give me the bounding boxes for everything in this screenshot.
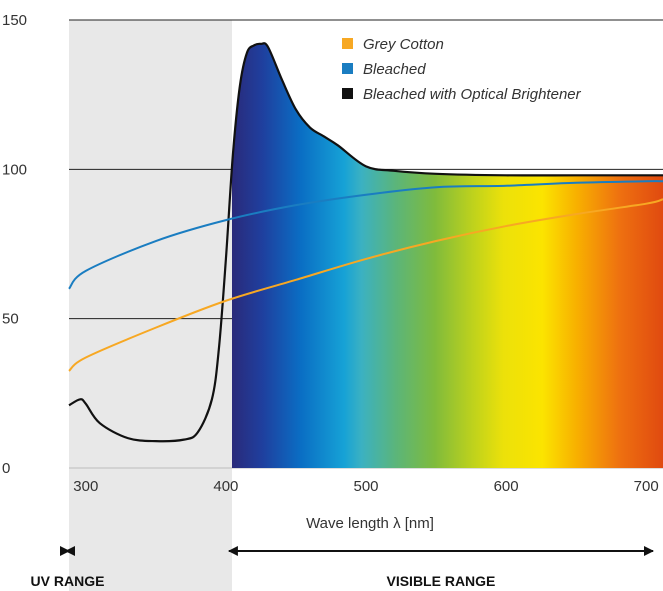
series-lines: [68, 42, 663, 443]
legend-swatch: [342, 88, 353, 99]
y-tick-label: 150: [2, 12, 27, 29]
x-tick-label: 300: [73, 478, 98, 495]
series-line-bleached: [68, 180, 663, 290]
series-line-bleached-with-optical-brightener: [68, 42, 663, 443]
legend-swatch: [342, 38, 353, 49]
range-label: UV RANGE: [31, 573, 105, 589]
y-tick-label: 0: [2, 460, 10, 477]
range-arrows: UV RANGE VISIBLE RANGE: [31, 546, 654, 589]
legend: Grey Cotton Bleached Bleached with Optical…: [342, 36, 582, 103]
x-tick-label: 400: [213, 478, 238, 495]
x-axis-label: Wave length λ [nm]: [306, 515, 434, 532]
x-tick-label: 700: [634, 478, 659, 495]
y-tick-label: 50: [2, 311, 19, 328]
x-tick-label: 600: [494, 478, 519, 495]
legend-label: Grey Cotton: [363, 36, 444, 53]
y-axis-ticks: 0 50 100 150: [2, 12, 27, 477]
x-tick-label: 500: [353, 478, 378, 495]
legend-label: Bleached: [363, 61, 426, 78]
legend-swatch: [342, 63, 353, 74]
range-label: VISIBLE RANGE: [386, 573, 495, 589]
uv-range-shading: [69, 20, 232, 591]
legend-label: Bleached with Optical Brightener: [363, 86, 582, 103]
y-tick-label: 100: [2, 161, 27, 178]
visible-spectrum-fill: [232, 43, 663, 468]
series-line-grey-cotton: [68, 198, 663, 372]
x-axis-ticks: 300 400 500 600 700: [73, 478, 658, 495]
